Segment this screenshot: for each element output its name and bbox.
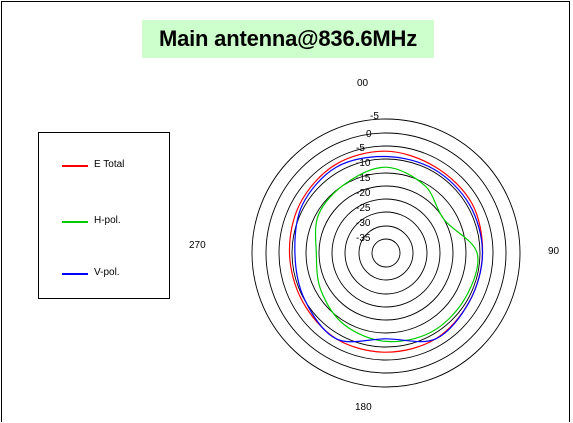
radial-tick-label: 0 <box>366 129 372 140</box>
angle-label-180: 180 <box>355 402 372 413</box>
grid-ring <box>331 198 441 308</box>
angle-label-270: 270 <box>189 240 206 251</box>
series-line-v-pol <box>294 155 484 343</box>
legend-swatch-e-total <box>62 165 88 167</box>
radial-tick-label: -30 <box>356 218 371 229</box>
legend-label-v-pol: V-pol. <box>94 267 120 278</box>
series-line-e-total <box>288 150 484 353</box>
grid-ring <box>318 185 454 321</box>
radial-tick-label: -5 <box>356 143 365 154</box>
radial-tick-label: -25 <box>356 203 371 214</box>
angle-label-90: 90 <box>548 246 560 257</box>
grid-ring <box>358 225 414 281</box>
series-line-h-pol <box>314 166 479 343</box>
radial-tick-label: -5 <box>370 111 379 122</box>
legend-swatch-h-pol <box>62 221 88 223</box>
grid-ring <box>305 172 467 334</box>
radial-tick-label: -20 <box>356 188 371 199</box>
legend-label-h-pol: H-pol. <box>94 215 121 226</box>
grid-ring <box>344 211 428 295</box>
angle-label-0: 00 <box>357 78 369 89</box>
legend-label-e-total: E Total <box>94 159 125 170</box>
grid-ring <box>371 238 401 268</box>
grid-ring <box>278 145 494 361</box>
legend-swatch-v-pol <box>62 273 88 275</box>
grid-ring <box>251 118 521 388</box>
radial-tick-label: -15 <box>356 173 371 184</box>
legend: E Total H-pol. V-pol. <box>38 132 170 299</box>
grid-ring <box>291 158 481 348</box>
grid-ring <box>265 132 507 374</box>
radial-tick-label: -10 <box>356 158 371 169</box>
radial-tick-label: -35 <box>356 233 371 244</box>
chart-title: Main antenna@836.6MHz <box>142 20 434 58</box>
